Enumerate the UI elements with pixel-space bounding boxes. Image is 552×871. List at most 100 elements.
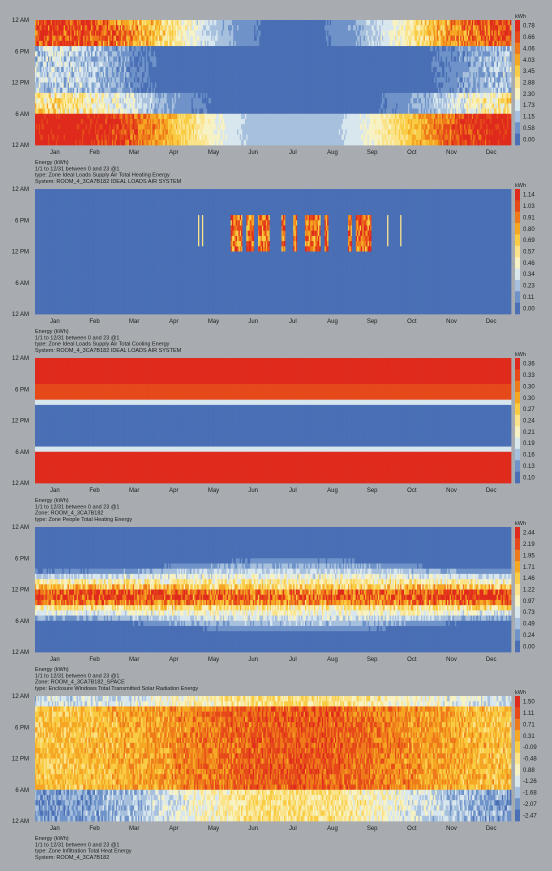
heatmap-cell <box>53 56 55 63</box>
heatmap-cell <box>49 77 51 83</box>
heatmap-cell <box>45 108 48 115</box>
heatmap-cell <box>91 35 93 42</box>
heatmap-cell <box>127 40 130 47</box>
heatmap-cell <box>57 51 59 57</box>
heatmap-cell <box>152 20 155 26</box>
heatmap-cell <box>147 66 149 73</box>
heatmap-cell <box>63 46 66 52</box>
heatmap-cell <box>124 124 127 130</box>
heatmap-cell <box>84 82 87 89</box>
heatmap-cell <box>117 82 119 89</box>
heatmap-cell <box>143 61 145 68</box>
heatmap-cell <box>102 103 105 109</box>
heatmap-cell <box>102 129 105 135</box>
heatmap-cell <box>138 77 140 83</box>
heatmap-cell <box>144 98 147 104</box>
heatmap-cell <box>127 98 130 104</box>
heatmap-cell <box>46 129 49 135</box>
heatmap-cell <box>46 92 49 99</box>
heatmap-cell <box>61 66 63 73</box>
heatmap-cell <box>109 129 111 135</box>
heatmap-cell <box>140 35 143 42</box>
heatmap-cell <box>37 77 40 83</box>
heatmap-cell <box>61 20 63 26</box>
heatmap-cell <box>81 103 84 109</box>
heatmap-cell <box>156 87 158 94</box>
heatmap-cell <box>64 98 67 104</box>
heatmap-cell <box>55 103 58 109</box>
heatmap-cell <box>123 139 126 146</box>
heatmap-cell <box>121 61 123 68</box>
heatmap-cell <box>157 118 160 125</box>
heatmap-cell <box>135 77 138 83</box>
heatmap-cell <box>55 139 58 146</box>
heatmap-cell <box>138 139 140 146</box>
heatmap-cell <box>113 35 115 42</box>
heatmap-cell <box>46 25 49 31</box>
heatmap-cell <box>59 66 62 73</box>
heatmap-cell <box>57 35 59 42</box>
heatmap-cell <box>71 66 74 73</box>
heatmap-cell <box>123 51 126 57</box>
heatmap-cell <box>76 51 79 57</box>
heatmap-cell <box>111 87 114 94</box>
heatmap-cell <box>134 20 136 26</box>
heatmap-cell <box>148 20 151 26</box>
heatmap-cell <box>154 108 157 115</box>
heatmap-cell <box>126 103 128 109</box>
heatmap-cell <box>156 124 158 130</box>
heatmap-cell <box>114 56 117 63</box>
heatmap-cell <box>42 92 45 99</box>
heatmap-cell <box>98 25 101 31</box>
heatmap-cell <box>149 103 152 109</box>
heatmap-cell <box>132 103 135 109</box>
heatmap-cell <box>102 108 105 115</box>
heatmap-cell <box>38 77 41 83</box>
heatmap-cell <box>72 40 75 47</box>
heatmap-cell <box>55 35 58 42</box>
heatmap-cell <box>105 129 108 135</box>
heatmap-cell <box>93 61 96 68</box>
heatmap-cell <box>80 20 83 26</box>
heatmap-cell <box>55 66 58 73</box>
heatmap-cell <box>64 25 67 31</box>
heatmap-cell <box>70 40 72 47</box>
heatmap-cell <box>63 61 66 68</box>
heatmap-cell <box>151 20 153 26</box>
heatmap-cell <box>89 25 92 31</box>
heatmap-cell <box>79 20 81 26</box>
heatmap-cell <box>50 87 53 94</box>
heatmap-cell <box>149 108 152 115</box>
heatmap-cell <box>36 134 38 141</box>
heatmap-cell <box>61 108 63 115</box>
heatmap-cell <box>80 124 83 130</box>
heatmap-cell <box>66 66 68 73</box>
heatmap-cell <box>49 103 51 109</box>
heatmap-cell <box>88 66 91 73</box>
heatmap-cell <box>62 103 65 109</box>
heatmap-cell <box>157 66 160 73</box>
heatmap-cell <box>98 56 101 63</box>
heatmap-cell <box>145 124 148 130</box>
heatmap-cell <box>92 51 95 57</box>
heatmap-cell <box>50 98 53 104</box>
heatmap-cell <box>91 92 93 99</box>
heatmap-cell <box>127 25 130 31</box>
heatmap-cell <box>63 72 66 78</box>
heatmap-cell <box>145 118 148 125</box>
heatmap-cell <box>108 30 110 36</box>
heatmap-cell <box>72 108 75 115</box>
heatmap-cell <box>124 92 127 99</box>
heatmap-cell <box>35 92 37 99</box>
heatmap-cell <box>97 129 100 135</box>
heatmap-cell <box>80 98 83 104</box>
heatmap-cell <box>89 20 92 26</box>
heatmap-cell <box>154 40 157 47</box>
heatmap-cell <box>110 139 113 146</box>
heatmap-cell <box>44 129 46 135</box>
heatmap-cell <box>123 25 126 31</box>
heatmap-cell <box>127 46 130 52</box>
heatmap-cell <box>124 129 127 135</box>
heatmap-cell <box>91 124 93 130</box>
heatmap-cell <box>71 82 74 89</box>
